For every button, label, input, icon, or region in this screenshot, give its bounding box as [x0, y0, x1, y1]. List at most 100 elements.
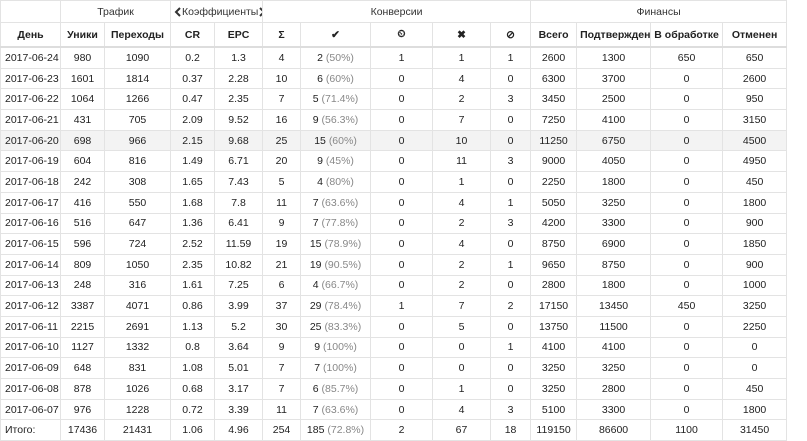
cell: 0: [370, 129, 434, 152]
cell: 1064: [60, 88, 105, 111]
percent: (56.3%): [321, 113, 359, 126]
percent: (100%): [322, 362, 357, 375]
arrow-left[interactable]: [174, 7, 182, 17]
cell: 19 (90.5%): [300, 253, 372, 276]
cell: 4.96: [214, 419, 264, 441]
cell: 3: [490, 150, 532, 173]
column-label[interactable]: День: [0, 22, 61, 48]
cell: 1332: [103, 336, 172, 359]
cell: 248: [60, 274, 105, 297]
percent: (80%): [325, 175, 354, 188]
cell: 2250: [722, 315, 788, 338]
column-label[interactable]: Σ: [262, 22, 302, 48]
cell: 9650: [530, 253, 578, 276]
cell: 0: [370, 253, 434, 276]
cell: 1: [490, 336, 532, 359]
cell: 3250: [576, 191, 652, 214]
count: 9: [314, 341, 321, 354]
cell: 3.64: [214, 336, 264, 359]
cell: 11500: [576, 315, 652, 338]
cell: 3300: [576, 212, 652, 235]
cell: 0.72: [170, 398, 216, 421]
cell: 0.86: [170, 295, 216, 317]
cell: 416: [60, 191, 105, 214]
cell: 13750: [530, 315, 578, 338]
date-cell: 2017-06-18: [0, 171, 61, 193]
cell: 7: [432, 295, 492, 317]
cell: 0: [650, 253, 724, 276]
cell: 4100: [530, 336, 578, 359]
table-row: 2017-06-13 248 316 1.61 7.25 6 4 (66.7%) 0 2 0 280…: [0, 274, 788, 297]
percent: (90.5%): [324, 258, 362, 271]
column-label[interactable]: ⏲: [370, 22, 434, 48]
cell: 4: [262, 46, 302, 69]
cell: 1026: [103, 378, 172, 400]
cell: 308: [103, 171, 172, 193]
column-label[interactable]: Уники: [60, 22, 105, 48]
cell: 11: [262, 191, 302, 214]
column-label[interactable]: Подтвержден: [576, 22, 652, 48]
cell: 4071: [103, 295, 172, 317]
cell: 6.71: [214, 150, 264, 173]
percent: (60%): [325, 72, 354, 85]
percent: (60%): [328, 134, 357, 147]
column-label[interactable]: Отменен: [722, 22, 788, 48]
table-row: 2017-06-18 242 308 1.65 7.43 5 4 (80%) 0 1 0 2250 1…: [0, 171, 788, 193]
cell: 2: [490, 295, 532, 317]
cell: 2215: [60, 315, 105, 338]
cell: 0.2: [170, 46, 216, 69]
count: 5: [312, 93, 319, 106]
percent: (85.7%): [321, 382, 359, 395]
cell: 0: [370, 212, 434, 235]
cell: 604: [60, 150, 105, 173]
cell: 8750: [576, 253, 652, 276]
cell: 2800: [576, 378, 652, 400]
cell: 86600: [576, 419, 652, 441]
cell: 2: [432, 88, 492, 111]
date-cell: 2017-06-16: [0, 212, 61, 235]
column-label[interactable]: CR: [170, 22, 216, 48]
cell: 1050: [103, 253, 172, 276]
cell: 9 (45%): [300, 150, 372, 173]
cell: 6 (85.7%): [300, 378, 372, 400]
date-cell: 2017-06-20: [0, 129, 61, 152]
cell: 8750: [530, 233, 578, 255]
cell: 2250: [530, 171, 578, 193]
cell: 5: [432, 315, 492, 338]
cell: 0: [650, 109, 724, 131]
table-row: 2017-06-11 2215 2691 1.13 5.2 30 25 (83.3%) 0 5 0…: [0, 315, 788, 338]
cell: 7250: [530, 109, 578, 131]
cell: 3250: [530, 378, 578, 400]
cell: 878: [60, 378, 105, 400]
cell: 3700: [576, 67, 652, 90]
cell: 0: [490, 378, 532, 400]
cell: 17150: [530, 295, 578, 317]
table-row: 2017-06-09 648 831 1.08 5.01 7 7 (100%) 0 0 0 3250…: [0, 357, 788, 379]
column-label[interactable]: ✖: [432, 22, 492, 48]
cell: 550: [103, 191, 172, 214]
arrow-right[interactable]: [258, 7, 262, 17]
column-label[interactable]: Переходы: [103, 22, 172, 48]
count: 185: [306, 424, 325, 437]
cell: 1.36: [170, 212, 216, 235]
cell: 4 (66.7%): [300, 274, 372, 297]
cell: 11250: [530, 129, 578, 152]
cell: 0: [432, 357, 492, 379]
column-label[interactable]: Всего: [530, 22, 578, 48]
stats-table: Трафик Коэффициенты Конверсии Финансы День Ун…: [0, 0, 788, 441]
column-label[interactable]: EPC: [214, 22, 264, 48]
column-label[interactable]: В обработке: [650, 22, 724, 48]
cell: 1: [370, 295, 434, 317]
cell: 20: [262, 150, 302, 173]
cell: 0: [370, 336, 434, 359]
cell: 0: [370, 274, 434, 297]
cell: 119150: [530, 419, 578, 441]
cell: 647: [103, 212, 172, 235]
table-row: 2017-06-23 1601 1814 0.37 2.28 10 6 (60%) 0 4 0 63…: [0, 67, 788, 90]
cell: 11: [432, 150, 492, 173]
column-label[interactable]: ✔: [300, 22, 372, 48]
percent: (72.8%): [327, 424, 365, 437]
column-label[interactable]: ⊘: [490, 22, 532, 48]
count: 9: [317, 155, 323, 168]
cell: 0: [490, 357, 532, 379]
